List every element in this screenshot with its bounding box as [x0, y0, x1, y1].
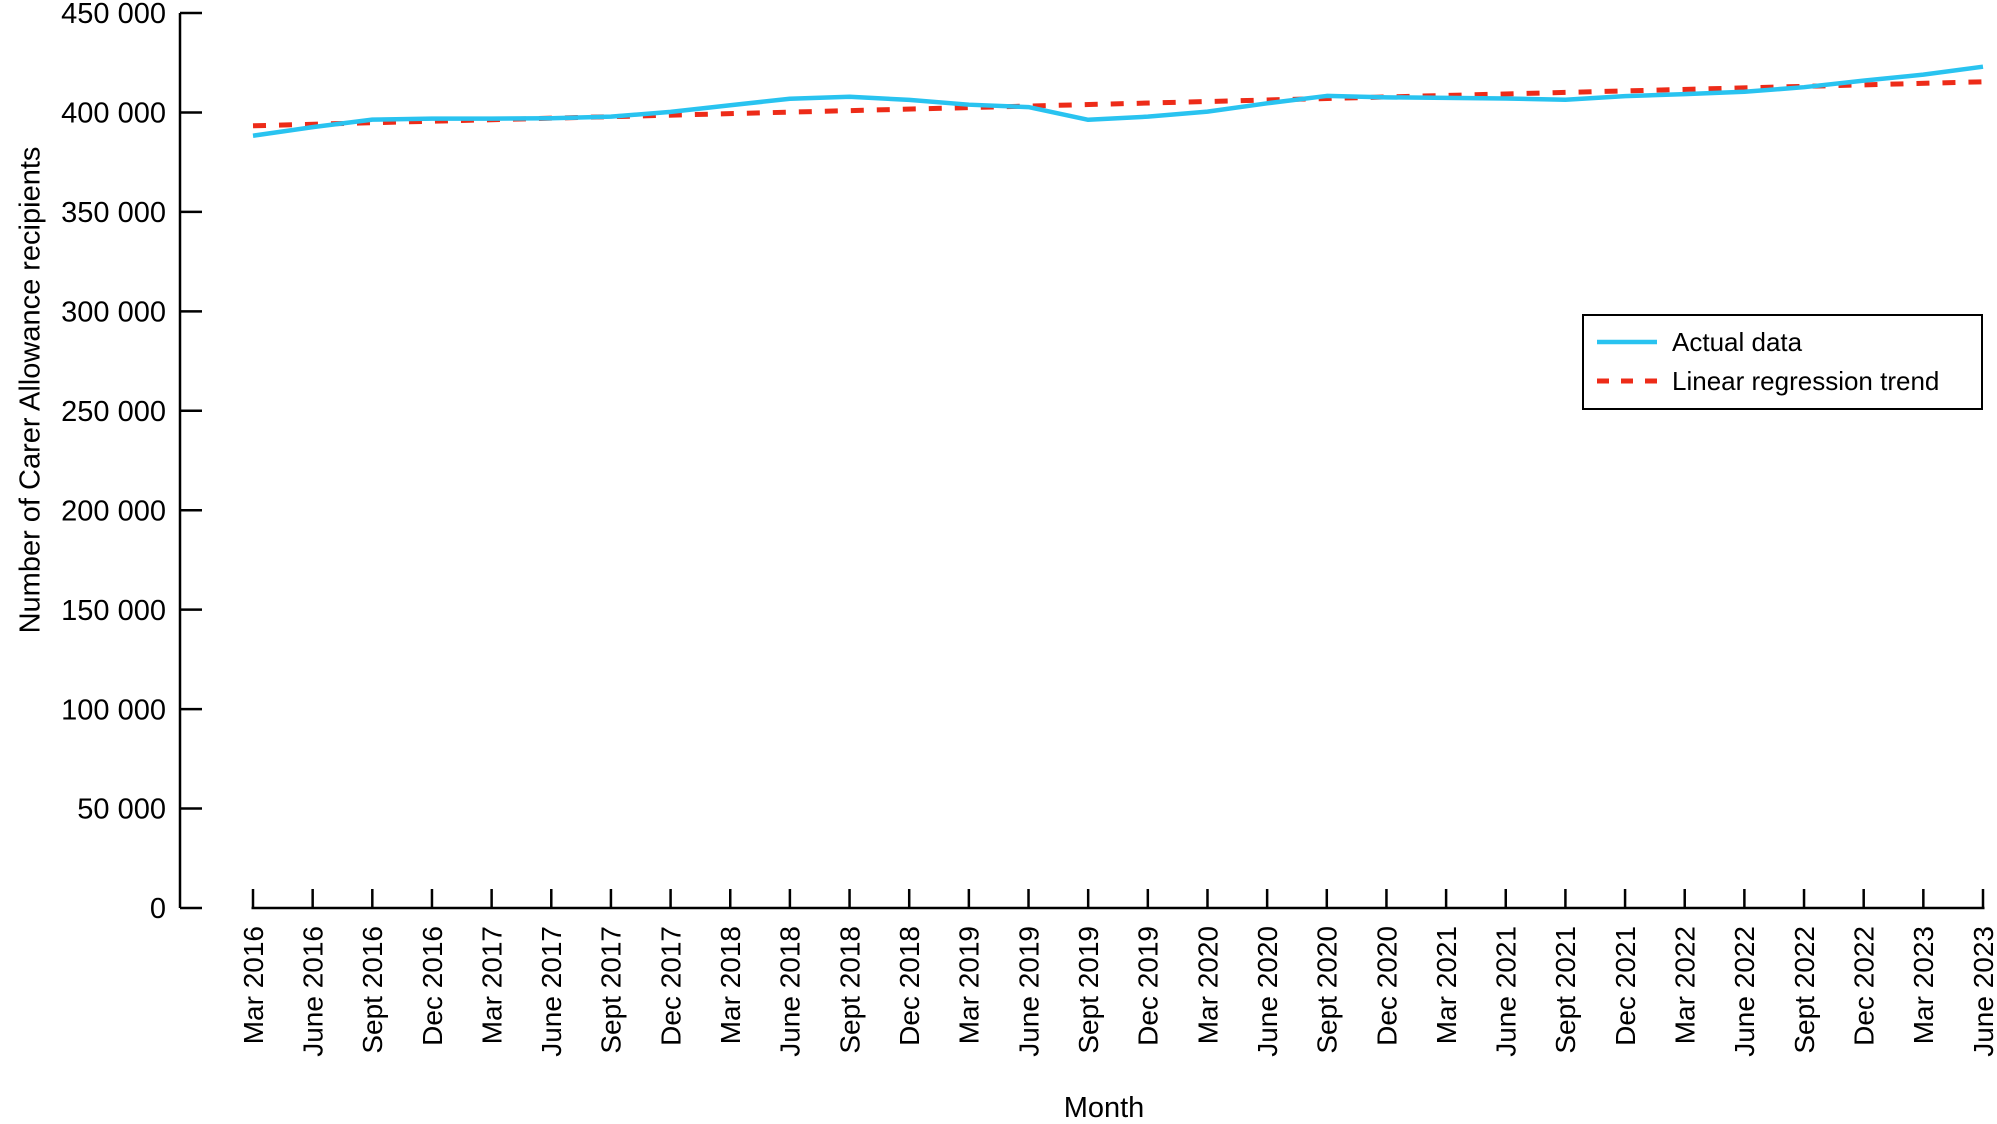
x-tick-label: Mar 2023 — [1908, 926, 1939, 1044]
x-tick-label: Mar 2022 — [1670, 926, 1701, 1044]
x-tick-label: June 2023 — [1968, 926, 1997, 1057]
x-tick-label: Mar 2017 — [476, 926, 507, 1044]
x-tick-label: Dec 2021 — [1610, 926, 1641, 1046]
y-tick-label: 0 — [150, 893, 166, 925]
actual-data-series — [252, 64, 1984, 138]
legend-label-trend: Linear regression trend — [1672, 366, 1939, 396]
x-tick-label: Mar 2016 — [238, 926, 269, 1044]
x-tick-label: Dec 2020 — [1371, 926, 1402, 1046]
x-tick-label: June 2017 — [536, 926, 567, 1057]
y-tick-label: 50 000 — [77, 794, 166, 826]
x-tick-label: Dec 2018 — [894, 926, 925, 1046]
y-tick-label: 200 000 — [61, 495, 166, 527]
x-tick-label: June 2019 — [1013, 926, 1044, 1057]
legend-label-actual: Actual data — [1672, 327, 1803, 357]
x-tick-label: Mar 2020 — [1192, 926, 1223, 1044]
x-axis: Mar 2016 June 2016 Sept 2016 Dec 2016 Mar 20… — [238, 889, 1997, 1057]
legend-box — [1582, 314, 1983, 410]
x-tick-label: Mar 2019 — [954, 926, 985, 1044]
y-axis-title: Number of Carer Allowance recipients — [15, 147, 47, 634]
y-tick-label: 300 000 — [61, 296, 166, 328]
y-tick-label: 350 000 — [61, 197, 166, 229]
x-tick-label: Mar 2021 — [1431, 926, 1462, 1044]
x-tick-label: Sept 2019 — [1073, 926, 1104, 1054]
y-tick-label: 400 000 — [61, 98, 166, 130]
x-tick-label: Dec 2022 — [1848, 926, 1879, 1046]
x-tick-label: Sept 2020 — [1312, 926, 1343, 1054]
x-tick-label: Sept 2018 — [834, 926, 865, 1054]
y-axis: 0 50 000 100 000 150 000 200 000 250 000 300 0… — [61, 0, 202, 925]
legend: Actual data Linear regression trend — [1582, 314, 1983, 410]
y-tick-label: 250 000 — [61, 396, 166, 428]
x-tick-label: June 2016 — [297, 926, 328, 1057]
x-tick-label: June 2020 — [1252, 926, 1283, 1057]
x-tick-label: June 2022 — [1729, 926, 1760, 1057]
y-tick-label: 100 000 — [61, 694, 166, 726]
x-tick-label: Sept 2022 — [1789, 926, 1820, 1054]
x-tick-label: June 2021 — [1491, 926, 1522, 1057]
y-tick-label: 150 000 — [61, 595, 166, 627]
x-tick-label: Mar 2018 — [715, 926, 746, 1044]
x-tick-label: Dec 2019 — [1133, 926, 1164, 1046]
x-tick-label: Sept 2016 — [357, 926, 388, 1054]
x-tick-label: Dec 2016 — [417, 926, 448, 1046]
x-tick-label: Dec 2017 — [655, 926, 686, 1046]
x-axis-title: Month — [1064, 1092, 1145, 1124]
x-tick-label: Sept 2017 — [596, 926, 627, 1054]
actual-data-line — [252, 64, 1984, 138]
y-tick-label: 450 000 — [61, 0, 166, 30]
x-tick-label: Sept 2021 — [1550, 926, 1581, 1054]
x-tick-label: June 2018 — [775, 926, 806, 1057]
